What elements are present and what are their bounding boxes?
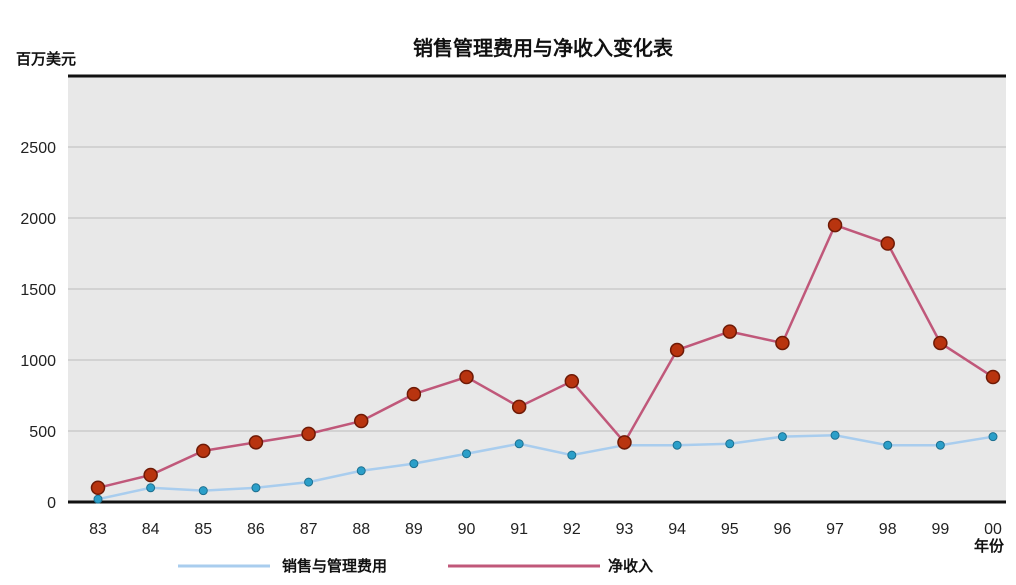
data-point-net-income [617,435,632,450]
series-line-sga [97,434,994,501]
y-tick-label: 500 [29,424,56,441]
series-line-net-income [97,223,994,490]
data-point-sga [304,477,314,487]
x-tick-label: 95 [721,521,739,538]
x-tick-label: 88 [352,521,370,538]
y-tick-label: 0 [47,495,56,512]
y-tick-label: 2000 [20,211,56,228]
x-tick-label: 90 [458,521,476,538]
x-tick-label: 84 [142,521,160,538]
data-point-sga [198,486,208,496]
x-axis-unit-label: 年份 [974,537,1005,555]
data-point-sga [988,432,998,442]
x-tick-label: 99 [931,521,949,538]
x-tick-label: 96 [774,521,792,538]
data-point-sga [935,440,945,450]
data-point-sga [514,439,524,449]
data-point-net-income [880,236,895,251]
data-point-net-income [301,426,316,442]
x-tick-label: 89 [405,521,423,538]
data-point-sga [672,440,682,450]
x-axis-ticks: 83 84 85 86 87 88 89 90 91 92 93 94 95 96 97 98 99 00 [89,521,1002,538]
x-tick-label: 85 [194,521,212,538]
data-point-net-income [406,386,422,402]
series-layer [90,217,1001,504]
data-point-sga [93,494,103,504]
y-tick-label: 1500 [20,282,56,299]
data-point-sga [146,483,156,493]
data-point-net-income [564,374,580,389]
grid-lines [68,146,1006,432]
data-point-net-income [511,399,527,415]
data-point-net-income [459,369,474,385]
data-point-net-income [775,335,790,351]
data-point-sga [356,466,366,476]
data-point-net-income [933,335,948,351]
data-point-sga [409,459,419,469]
x-tick-label: 91 [510,521,528,538]
x-tick-label: 98 [879,521,897,538]
data-point-net-income [985,369,1001,385]
y-axis-ticks: 0 500 1000 1500 2000 2500 [20,140,56,512]
data-point-sga [725,439,735,449]
x-tick-label: 00 [984,521,1002,538]
data-point-sga [830,430,840,440]
x-tick-label: 83 [89,521,107,538]
data-point-net-income [143,467,158,483]
x-tick-label: 93 [616,521,634,538]
x-tick-label: 97 [826,521,844,538]
y-axis-unit-label: 百万美元 [16,50,76,68]
y-tick-label: 2500 [20,140,56,157]
data-point-sga [462,449,472,459]
data-point-net-income [353,413,369,429]
data-point-sga [567,450,577,460]
x-tick-label: 86 [247,521,265,538]
data-point-sga [777,432,787,442]
legend: 销售与管理费用 净收入 [178,557,653,575]
chart-title: 销售管理费用与净收入变化表 [413,36,674,60]
data-point-sga [883,440,893,450]
legend-label-sga: 销售与管理费用 [282,557,387,575]
data-point-sga [251,483,261,493]
x-tick-label: 94 [668,521,686,538]
data-point-net-income [90,480,106,496]
x-tick-label: 92 [563,521,581,538]
y-tick-label: 1000 [20,353,56,370]
data-point-net-income [722,324,738,339]
data-point-net-income [669,342,685,358]
data-point-net-income [827,217,843,233]
x-tick-label: 87 [300,521,318,538]
data-point-net-income [248,435,264,450]
data-point-net-income [196,443,211,459]
legend-label-net-income: 净收入 [608,557,653,575]
